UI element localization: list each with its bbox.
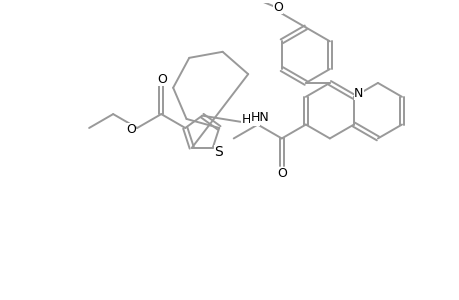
Text: O: O bbox=[157, 73, 167, 86]
Text: O: O bbox=[272, 1, 282, 14]
Text: HN: HN bbox=[250, 111, 269, 124]
Text: HN: HN bbox=[241, 113, 260, 126]
Text: O: O bbox=[276, 167, 286, 180]
Text: S: S bbox=[214, 145, 223, 159]
Text: N: N bbox=[353, 87, 363, 100]
Text: O: O bbox=[126, 124, 136, 136]
